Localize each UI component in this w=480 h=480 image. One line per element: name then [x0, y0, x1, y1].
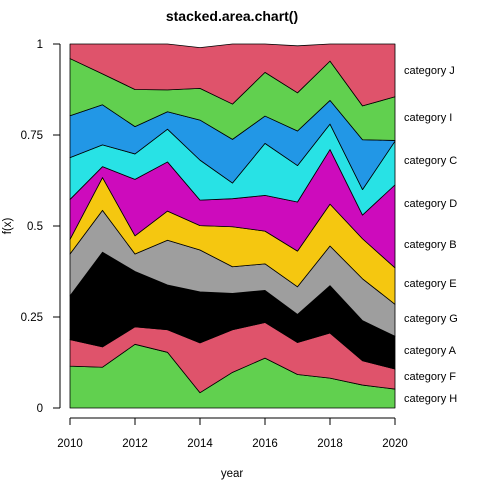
legend-label-category-E: category E — [404, 278, 457, 290]
legend-label-category-G: category G — [404, 313, 458, 325]
x-axis-label: year — [221, 468, 244, 480]
y-tick-label: 0.25 — [21, 312, 43, 324]
legend-label-category-J: category J — [404, 65, 455, 77]
x-tick-label: 2018 — [317, 438, 343, 450]
legend: category J category I category C category D… — [404, 65, 458, 405]
area-layers — [69, 43, 396, 409]
legend-label-category-C: category C — [404, 155, 457, 167]
chart-title: stacked.area.chart() — [166, 8, 298, 24]
area-category-J-9 — [69, 43, 396, 107]
legend-label-category-B: category B — [404, 239, 457, 251]
legend-label-category-D: category D — [404, 198, 457, 210]
x-tick-label: 2010 — [57, 438, 83, 450]
x-tick-label: 2012 — [122, 438, 148, 450]
x-tick-label: 2020 — [382, 438, 408, 450]
legend-label-category-A: category A — [404, 345, 457, 357]
y-tick-label: 0.5 — [27, 221, 43, 233]
legend-label-category-H: category H — [404, 393, 457, 405]
y-tick-label: 0 — [37, 403, 43, 415]
x-tick-label: 2014 — [187, 438, 213, 450]
x-tick-label: 2016 — [252, 438, 278, 450]
y-axis-label: f(x) — [2, 218, 14, 235]
y-tick-label: 0.75 — [21, 130, 43, 142]
legend-label-category-I: category I — [404, 112, 452, 124]
y-tick-label: 1 — [37, 39, 43, 51]
axes: 2010 2012 2014 2016 2018 2020 0 0.25 0.5 0.75 1 — [21, 39, 408, 450]
legend-label-category-F: category F — [404, 371, 456, 383]
